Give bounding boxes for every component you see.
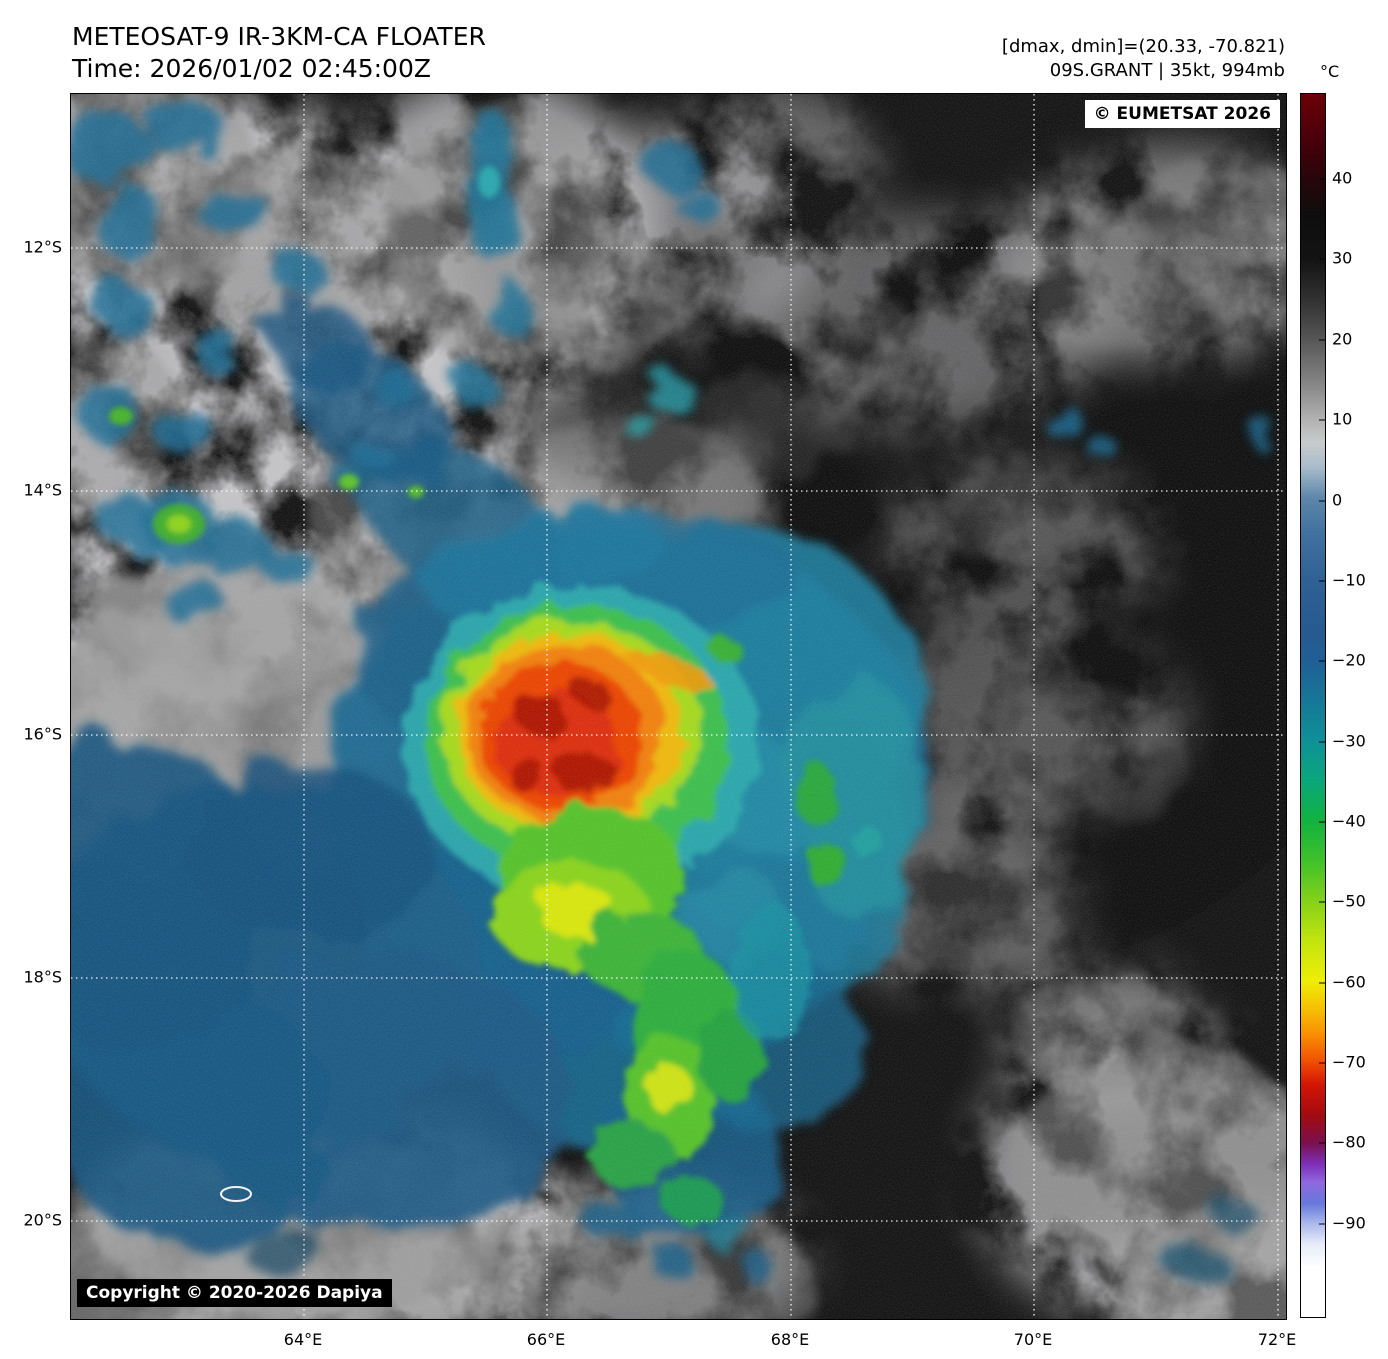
lat-axis-label: 16°S: [23, 724, 62, 744]
copyright-label: Copyright © 2020-2026 Dapiya: [77, 1279, 392, 1307]
lon-axis-label: 64°E: [283, 1330, 323, 1349]
colorbar: [1300, 93, 1326, 1318]
colorbar-tick-label: −60: [1332, 972, 1366, 992]
colorbar-tick-label: −40: [1332, 811, 1366, 831]
lat-axis-label: 18°S: [23, 967, 62, 987]
lon-axis-label: 72°E: [1257, 1330, 1297, 1349]
lat-axis-label: 12°S: [23, 237, 62, 257]
colorbar-ticks: [1319, 178, 1325, 1225]
dmax-dmin-label: [dmax, dmin]=(20.33, -70.821): [1001, 36, 1285, 57]
colorbar-tick-label: 40: [1332, 168, 1353, 188]
colorbar-unit-label: °C: [1320, 62, 1340, 81]
page-title: METEOSAT-9 IR-3KM-CA FLOATER: [72, 22, 486, 51]
grid-overlay: [71, 94, 1286, 1319]
colorbar-tick-label: −70: [1332, 1052, 1366, 1072]
lat-axis-label: 14°S: [23, 480, 62, 500]
lon-axis-label: 70°E: [1013, 1330, 1053, 1349]
time-label: Time: 2026/01/02 02:45:00Z: [72, 54, 431, 83]
colorbar-tick-label: −80: [1332, 1132, 1366, 1152]
satellite-map: © EUMETSAT 2026 Copyright © 2020-2026 Da…: [70, 93, 1287, 1320]
lon-axis-label: 68°E: [770, 1330, 810, 1349]
colorbar-tick-label: −50: [1332, 891, 1366, 911]
colorbar-tick-label: −90: [1332, 1213, 1366, 1233]
colorbar-tick-label: −10: [1332, 570, 1366, 590]
colorbar-tick-label: 0: [1332, 490, 1343, 510]
colorbar-tick-label: −30: [1332, 731, 1366, 751]
satellite-image: [71, 94, 1286, 1319]
lon-axis-label: 66°E: [526, 1330, 566, 1349]
colorbar-tick-label: 20: [1332, 329, 1353, 349]
colorbar-tick-label: 10: [1332, 409, 1353, 429]
colorbar-tick-label: −20: [1332, 650, 1366, 670]
lat-axis-label: 20°S: [23, 1210, 62, 1230]
storm-info-label: 09S.GRANT | 35kt, 994mb: [1049, 60, 1285, 81]
grain-overlay: [71, 94, 1286, 1319]
colorbar-tick-label: 30: [1332, 248, 1353, 268]
colorbar-gradient: [1301, 94, 1325, 1317]
eumetsat-badge: © EUMETSAT 2026: [1084, 100, 1280, 128]
